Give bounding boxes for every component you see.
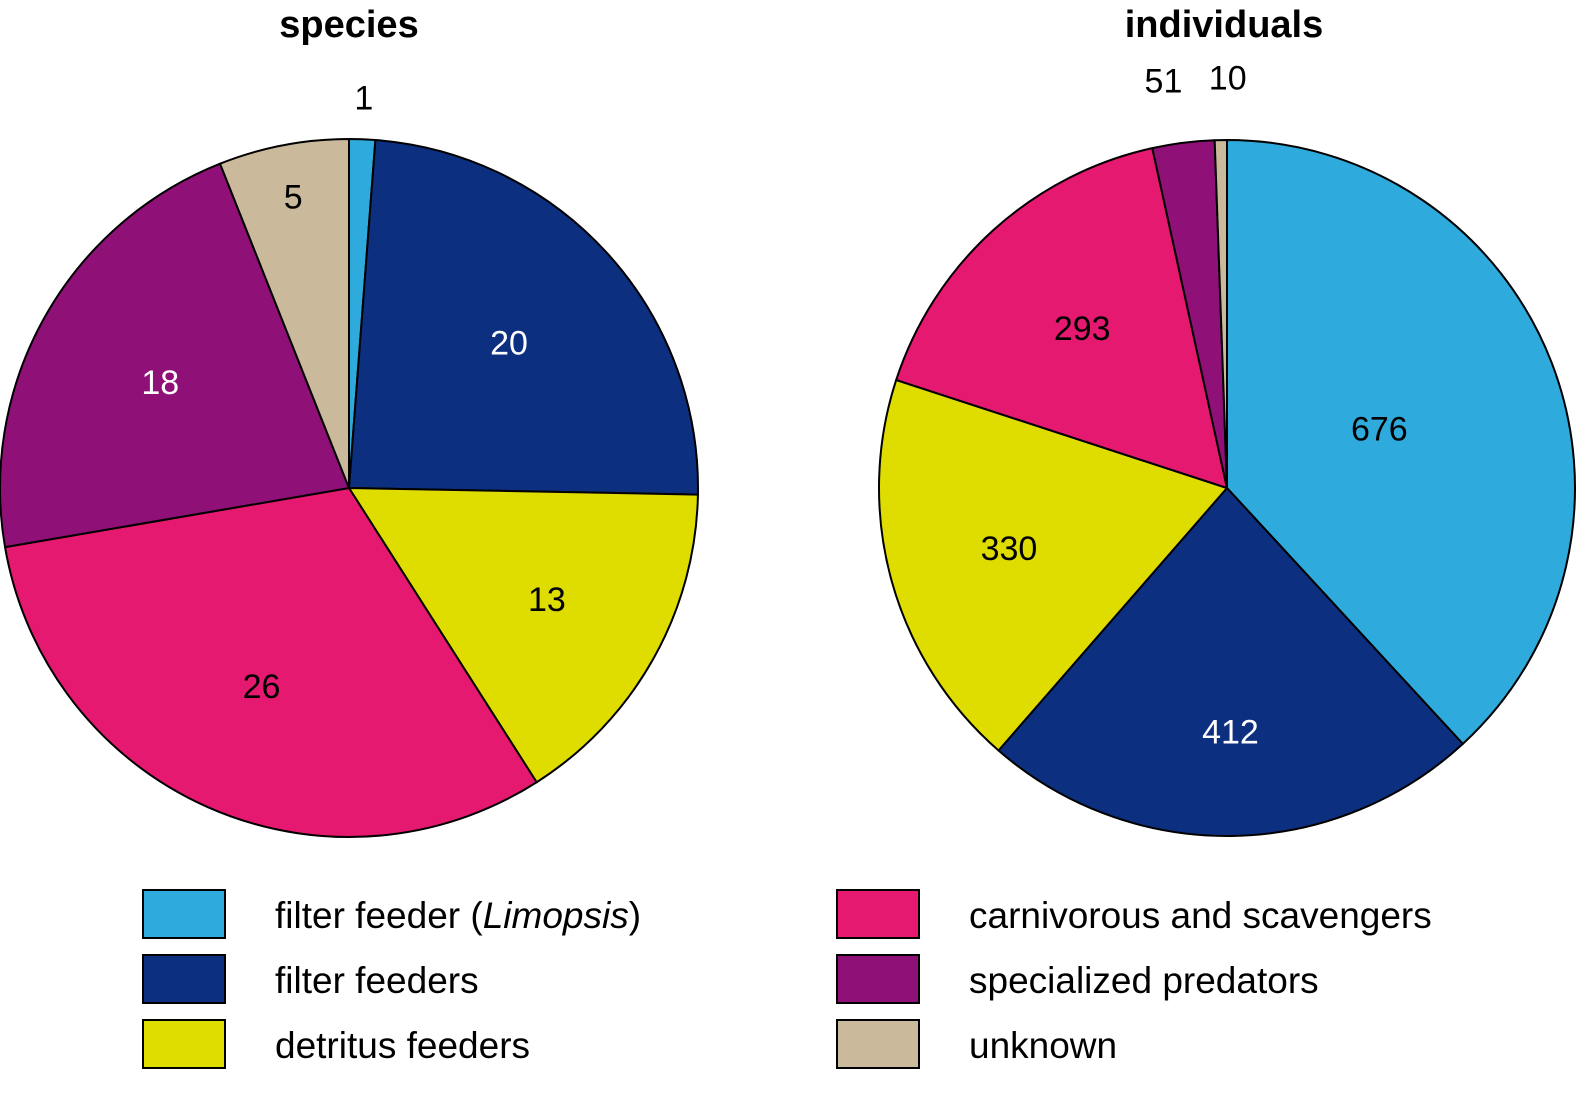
legend-swatch bbox=[836, 889, 920, 939]
pie-slice-0-3 bbox=[4, 487, 538, 838]
legend-swatch bbox=[142, 954, 226, 1004]
pie-slice-1-5 bbox=[1213, 139, 1228, 489]
pie-slice-1-1 bbox=[997, 487, 1464, 837]
legend-swatch bbox=[142, 889, 226, 939]
individuals-pie: 676 412 330 293 51 10 bbox=[878, 59, 1576, 837]
legend-swatch bbox=[836, 1019, 920, 1069]
slice-value-label: 5 bbox=[284, 179, 303, 217]
pie-slice-1-3 bbox=[895, 147, 1228, 489]
pie-slice-1-2 bbox=[878, 378, 1228, 752]
slice-value-label: 412 bbox=[1202, 714, 1259, 752]
slice-value-label: 51 bbox=[1145, 63, 1183, 101]
slice-value-label: 676 bbox=[1351, 411, 1408, 449]
legend-label: detritus feeders bbox=[275, 1025, 530, 1066]
slice-value-label: 20 bbox=[490, 324, 528, 362]
pie-slice-0-4 bbox=[0, 162, 350, 549]
legend-swatch bbox=[142, 1019, 226, 1069]
slice-value-label: 26 bbox=[243, 668, 281, 706]
legend-label: filter feeder (Limopsis) bbox=[275, 895, 641, 936]
individuals-chart-title: individuals bbox=[1125, 4, 1323, 46]
slice-value-label: 293 bbox=[1054, 310, 1111, 348]
slice-value-label: 330 bbox=[981, 530, 1038, 568]
slice-value-label: 13 bbox=[528, 581, 566, 619]
slice-value-label: 18 bbox=[141, 364, 179, 402]
legend-label: unknown bbox=[969, 1025, 1117, 1066]
legend-swatch bbox=[836, 954, 920, 1004]
pie-slice-0-1 bbox=[348, 139, 699, 496]
legend-label: carnivorous and scavengers bbox=[969, 895, 1432, 936]
pie-slice-0-5 bbox=[219, 138, 350, 489]
legend: filter feeder (Limopsis) filter feeders de… bbox=[142, 889, 1432, 1069]
pie-slice-1-0 bbox=[1226, 139, 1576, 745]
legend-label: filter feeders bbox=[275, 960, 479, 1001]
slice-value-label: 1 bbox=[354, 79, 373, 117]
pie-slice-0-2 bbox=[348, 487, 699, 784]
species-chart-title: species bbox=[279, 4, 418, 46]
legend-label: specialized predators bbox=[969, 960, 1319, 1001]
species-pie: 1 20 13 26 18 5 bbox=[0, 79, 699, 838]
slice-value-label: 10 bbox=[1209, 59, 1247, 97]
